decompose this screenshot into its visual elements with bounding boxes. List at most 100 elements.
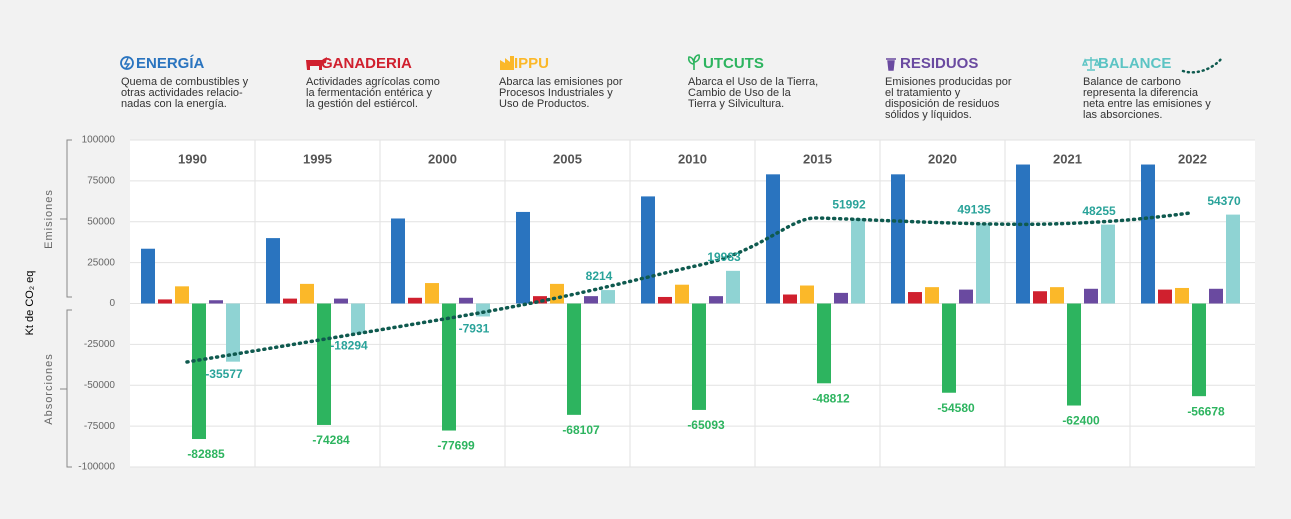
- data-label: 51992: [832, 198, 866, 212]
- data-label: -18294: [330, 339, 368, 353]
- legend-label: GANADERIA: [321, 55, 412, 72]
- legend-description: Actividades agrícolas como: [306, 76, 440, 88]
- bar: [567, 303, 581, 415]
- bar: [1209, 288, 1223, 304]
- legend-label: UTCUTS: [703, 55, 764, 72]
- bar: [641, 196, 655, 304]
- legend-description: Abarca las emisiones por: [499, 76, 623, 88]
- icon: [123, 57, 131, 69]
- legend-description: Quema de combustibles y: [121, 76, 249, 88]
- bar: [158, 299, 172, 304]
- bar: [1033, 291, 1047, 304]
- x-tick-label: 1995: [303, 151, 332, 166]
- bar: [1192, 303, 1206, 397]
- x-tick-label: 2021: [1053, 151, 1082, 166]
- x-tick-label: 2000: [428, 151, 457, 166]
- bar: [925, 287, 939, 304]
- legend-description: Abarca el Uso de la Tierra,: [688, 76, 818, 88]
- bar: [601, 290, 615, 304]
- y-tick-label: -75000: [84, 421, 116, 432]
- legend-description: Tierra y Silvicultura.: [688, 98, 784, 110]
- bar: [175, 286, 189, 304]
- y-axis-label: Kt de CO₂ eq: [24, 271, 36, 336]
- trendline: [185, 211, 1192, 364]
- bar: [1050, 287, 1064, 304]
- bar: [550, 283, 564, 304]
- bar: [766, 174, 780, 304]
- bar: [675, 284, 689, 304]
- legend-description: el tratamiento y: [885, 87, 961, 99]
- bar: [1101, 224, 1115, 304]
- x-tick-label: 2005: [553, 151, 582, 166]
- y-tick-label: -25000: [84, 339, 116, 350]
- data-label: -48812: [812, 391, 850, 405]
- region-label: Emisiones: [43, 189, 55, 249]
- legend-description: Emisiones producidas por: [885, 76, 1012, 88]
- bar: [351, 303, 365, 334]
- y-tick-label: -50000: [84, 380, 116, 391]
- legend-description: Uso de Productos.: [499, 98, 590, 110]
- legend-label: ENERGÍA: [136, 55, 205, 72]
- data-label: -62400: [1062, 414, 1100, 428]
- icon: [1081, 57, 1101, 71]
- x-tick-label: 2022: [1178, 151, 1207, 166]
- bar: [209, 300, 223, 304]
- marks: [130, 139, 1255, 468]
- y-tick-label: 100000: [82, 135, 116, 146]
- legend-description: sólidos y líquidos.: [885, 109, 972, 121]
- bar: [226, 303, 240, 362]
- data-label: 54370: [1207, 194, 1241, 208]
- bar: [800, 285, 814, 304]
- icon: [687, 54, 701, 70]
- legend-label: BALANCE: [1098, 55, 1171, 72]
- data-label: 48255: [1082, 204, 1116, 218]
- x-tick-label: 2010: [678, 151, 707, 166]
- legend-description: la gestión del estiércol.: [306, 98, 418, 110]
- icon: [1181, 56, 1224, 74]
- bar: [533, 296, 547, 304]
- x-tick-label: 1990: [178, 151, 207, 166]
- bar: [334, 298, 348, 304]
- bar: [584, 296, 598, 304]
- bar: [425, 283, 439, 304]
- bar: [959, 289, 973, 304]
- bar: [1226, 214, 1240, 304]
- bar: [300, 283, 314, 304]
- bar: [658, 296, 672, 304]
- legend-description: disposición de residuos: [885, 98, 1000, 110]
- bar: [391, 218, 405, 304]
- icon: [306, 57, 327, 70]
- legend-description: neta entre las emisiones y: [1083, 98, 1211, 110]
- bar: [908, 292, 922, 304]
- region-label: Absorciones: [43, 353, 55, 425]
- icon: [500, 56, 514, 70]
- y-tick-label: 25000: [87, 257, 115, 268]
- data-label: -65093: [687, 418, 725, 432]
- bar: [283, 298, 297, 304]
- data-label: 49135: [957, 202, 991, 216]
- data-label: -54580: [937, 401, 975, 415]
- bar: [834, 292, 848, 304]
- bar: [1084, 288, 1098, 304]
- legend-description: Cambio de Uso de la: [688, 87, 792, 99]
- data-label: -82885: [187, 447, 225, 461]
- bar: [192, 303, 206, 440]
- bar: [1141, 164, 1155, 304]
- x-tick-label: 2020: [928, 151, 957, 166]
- bar: [709, 296, 723, 304]
- data-label: -68107: [562, 423, 600, 437]
- bar: [516, 211, 530, 304]
- legend-label: IPPU: [514, 55, 549, 72]
- icon: [886, 58, 896, 71]
- brackets: [60, 139, 72, 468]
- legend-description: otras actividades relacio-: [121, 87, 243, 99]
- data-label: 19983: [707, 250, 741, 264]
- bar: [317, 303, 331, 425]
- bar: [783, 294, 797, 304]
- data-label: 8214: [586, 269, 613, 283]
- data-label: -7931: [459, 322, 490, 336]
- y-tick-label: -100000: [78, 462, 115, 473]
- bar: [1016, 164, 1030, 304]
- bar: [459, 297, 473, 304]
